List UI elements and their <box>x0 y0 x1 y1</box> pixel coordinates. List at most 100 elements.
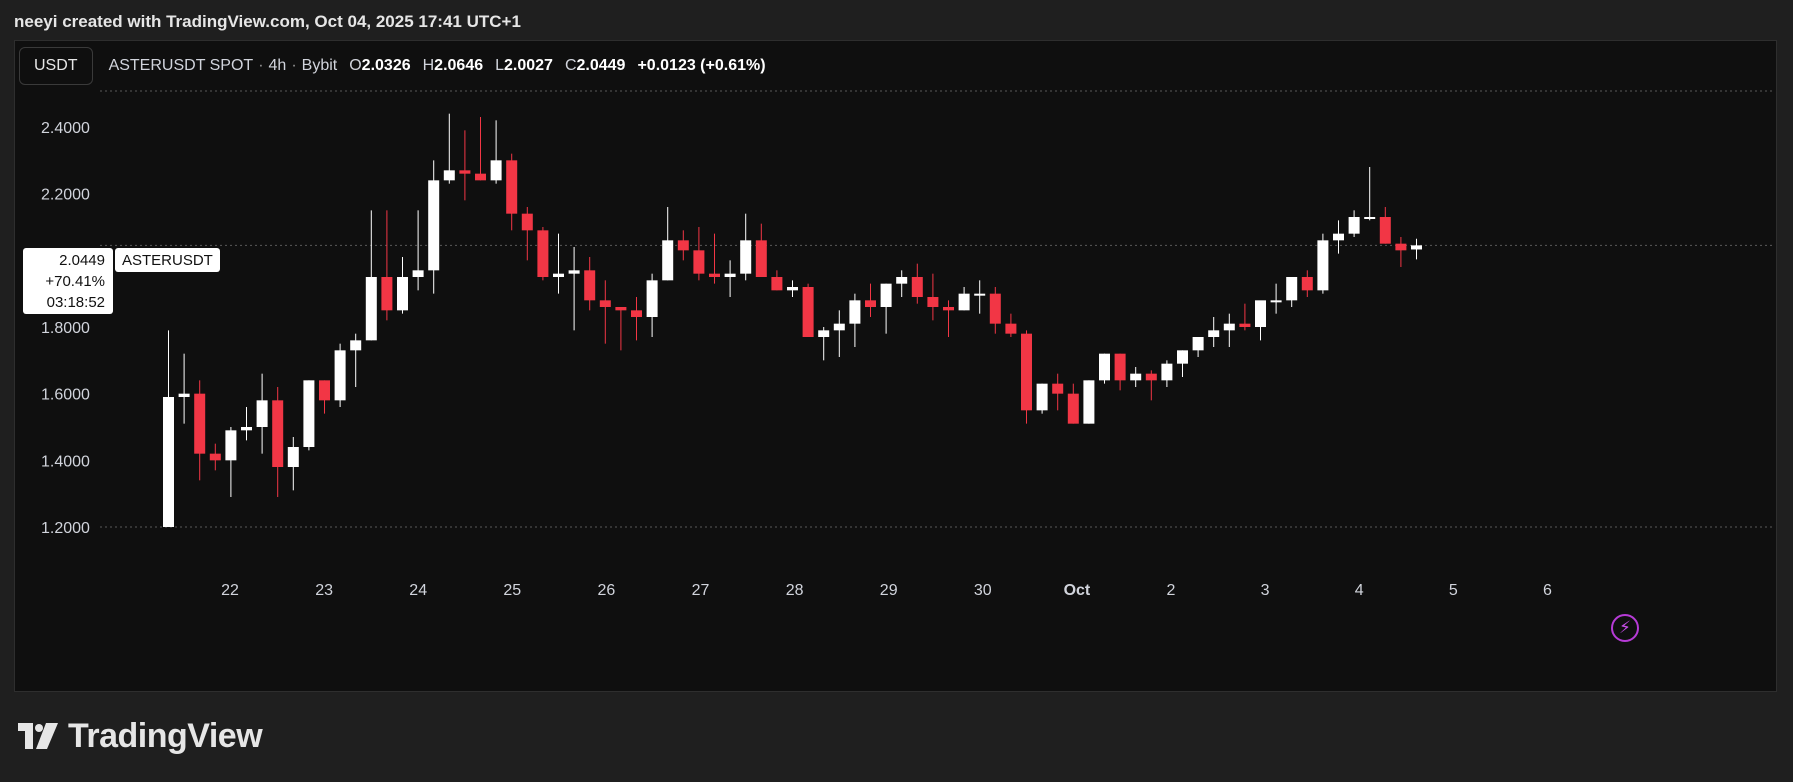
high-label: H <box>422 57 435 74</box>
candle-body <box>1036 383 1048 411</box>
candle-body <box>334 350 346 401</box>
candle-body <box>662 240 674 281</box>
candle-body <box>1052 383 1064 394</box>
candle-body <box>740 240 752 274</box>
candle-body <box>1348 217 1360 234</box>
close-value: 2.0449 <box>576 57 626 74</box>
bar-countdown: 03:18:52 <box>46 294 105 311</box>
candle-body <box>1223 323 1235 331</box>
candle-body <box>599 300 611 307</box>
candle-body <box>880 283 892 307</box>
candle-body <box>709 273 720 277</box>
chart-header: USDT ASTERUSDT SPOT · 4h · Bybit O 2.0326… <box>19 47 766 85</box>
x-tick-label: 30 <box>974 582 992 599</box>
candle-body <box>1364 217 1376 219</box>
candle-body <box>1395 243 1407 251</box>
candle-body <box>1083 380 1095 424</box>
candle-body <box>568 270 580 274</box>
candle-body <box>163 397 174 527</box>
symbol-label: ASTERUSDT <box>122 251 213 269</box>
currency-button[interactable]: USDT <box>19 47 93 85</box>
candle-body <box>350 340 362 351</box>
chart-panel[interactable]: 2.4000 2.2000 1.8000 1.6000 1.4000 1.2000 22 23… <box>14 40 1777 692</box>
credit-text: neeyi created with TradingView.com, Oct … <box>14 12 521 31</box>
candle-body <box>833 323 845 331</box>
candle-body <box>1379 217 1391 244</box>
symbol-price-label: ASTERUSDT <box>115 248 220 272</box>
candle-body <box>1005 323 1017 334</box>
last-price-tag: 2.0449 +70.41% 03:18:52 <box>23 248 113 314</box>
candle-body <box>693 250 705 274</box>
candle-body <box>1145 373 1157 381</box>
candle-body <box>849 300 861 324</box>
candle-body <box>319 380 330 401</box>
tradingview-footer[interactable]: TradingView <box>18 712 263 760</box>
candle-body <box>1333 233 1344 241</box>
candle-body <box>771 277 783 291</box>
candle-body <box>1130 373 1142 381</box>
candle-body <box>724 273 736 277</box>
y-tick-label: 1.2000 <box>41 520 90 537</box>
low-value: 2.0027 <box>504 57 553 74</box>
candle-body <box>428 180 440 271</box>
candle-body <box>1114 353 1126 381</box>
x-tick-label: 2 <box>1167 582 1176 599</box>
x-tick-label: 6 <box>1543 582 1552 599</box>
y-tick-label: 1.8000 <box>41 320 90 337</box>
y-tick-label: 1.6000 <box>41 387 90 404</box>
x-tick-label: 25 <box>503 582 521 599</box>
candle-body <box>677 240 689 251</box>
legend-separator: · <box>291 57 297 74</box>
exchange-label: Bybit <box>301 57 338 74</box>
x-tick-label: 5 <box>1449 582 1458 599</box>
candle-body <box>989 293 1001 324</box>
interval-label[interactable]: 4h <box>268 57 287 74</box>
candle-body <box>631 310 642 317</box>
candle-body <box>397 277 408 311</box>
candle-body <box>537 230 549 277</box>
candle-body <box>896 277 908 284</box>
tradingview-brand: TradingView <box>68 716 263 755</box>
candle-body <box>1301 277 1313 291</box>
ohlc-legend: ASTERUSDT SPOT · 4h · Bybit O 2.0326 H 2.0… <box>109 57 766 75</box>
candle-body <box>521 213 533 231</box>
chart-credit-line: neeyi created with TradingView.com, Oct … <box>14 0 521 44</box>
candle-body <box>927 297 939 307</box>
candle-body <box>475 173 486 181</box>
candle-body <box>1208 330 1220 337</box>
candle-body <box>974 293 986 296</box>
candle-body <box>490 160 502 181</box>
candle-body <box>506 160 518 214</box>
candle-body <box>272 400 284 467</box>
candle-body <box>818 330 830 337</box>
candle-body <box>365 277 377 341</box>
candle-body <box>615 307 627 311</box>
currency-label: USDT <box>34 57 78 74</box>
candle-body <box>1099 353 1110 381</box>
candle-body <box>225 430 237 461</box>
candle-body <box>241 427 252 431</box>
candle-body <box>178 393 190 397</box>
candle-body <box>459 170 471 174</box>
candle-body <box>412 270 424 277</box>
candle-body <box>943 307 954 311</box>
legend-separator: · <box>258 57 264 74</box>
candle-body <box>194 393 206 454</box>
candle-body <box>381 277 393 311</box>
change-value: +0.0123 (+0.61%) <box>637 57 766 74</box>
candle-body <box>865 300 876 307</box>
x-tick-label: 28 <box>786 582 804 599</box>
candle-body <box>287 447 299 467</box>
high-value: 2.0646 <box>434 57 484 74</box>
candle-body <box>1161 363 1173 381</box>
lightning-icon[interactable]: ⚡ <box>1611 614 1639 642</box>
candle-body <box>256 400 268 427</box>
symbol-name[interactable]: ASTERUSDT SPOT <box>108 57 254 74</box>
candle-body <box>209 453 221 461</box>
candle-body <box>802 287 814 337</box>
candle-body <box>787 287 798 291</box>
candle-body <box>911 277 923 297</box>
x-tick-label: 4 <box>1355 582 1364 599</box>
x-tick-label: 26 <box>598 582 616 599</box>
